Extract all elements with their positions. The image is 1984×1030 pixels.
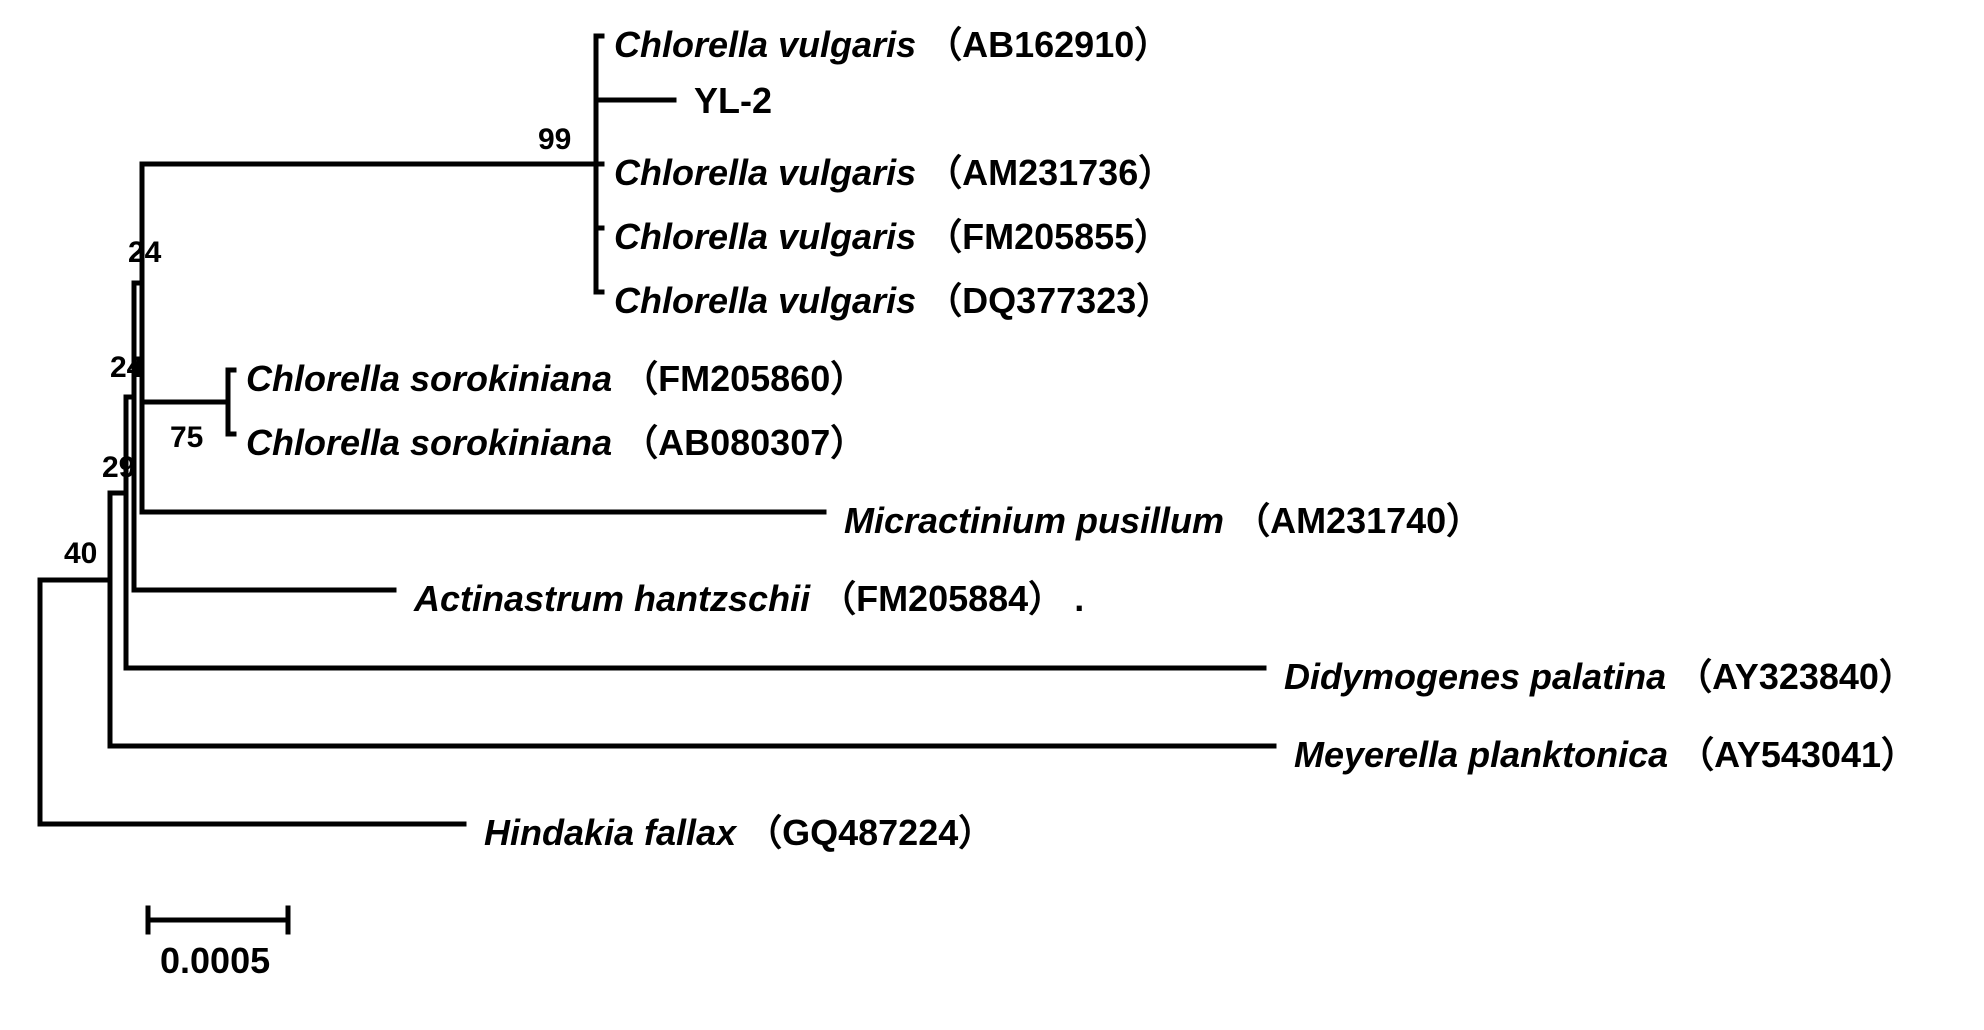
taxon-mp_AY543041: Meyerella planktonica （AY543041）	[1294, 726, 1917, 778]
support-5: 40	[64, 537, 97, 571]
taxon-cv_AM231736: Chlorella vulgaris （AM231736）	[614, 144, 1174, 196]
taxon-ah_FM205884: Actinastrum hantzschii （FM205884） .	[414, 570, 1084, 622]
taxon-cv_FM205855: Chlorella vulgaris （FM205855）	[614, 208, 1170, 260]
scale-bar-label: 0.0005	[160, 940, 270, 982]
support-3: 75	[170, 421, 203, 455]
taxon-cv_AB162910: Chlorella vulgaris （AB162910）	[614, 16, 1170, 68]
taxon-yl2: YL-2	[694, 80, 772, 122]
support-2: 24	[110, 351, 143, 385]
taxon-cs_FM205860: Chlorella sorokiniana （FM205860）	[246, 350, 866, 402]
taxon-cv_DQ377323: Chlorella vulgaris （DQ377323）	[614, 272, 1172, 324]
phylogenetic-tree-figure: Chlorella vulgaris （AB162910） YL-2 Chlorel…	[0, 0, 1984, 1030]
support-4: 29	[102, 451, 135, 485]
taxon-cs_AB080307: Chlorella sorokiniana （AB080307）	[246, 414, 866, 466]
taxon-hf_GQ487224: Hindakia fallax （GQ487224）	[484, 804, 994, 856]
taxon-dp_AY323840: Didymogenes palatina （AY323840）	[1284, 648, 1915, 700]
support-0: 99	[538, 123, 571, 157]
taxon-mp_AM231740: Micractinium pusillum （AM231740）	[844, 492, 1482, 544]
support-1: 24	[128, 236, 161, 270]
